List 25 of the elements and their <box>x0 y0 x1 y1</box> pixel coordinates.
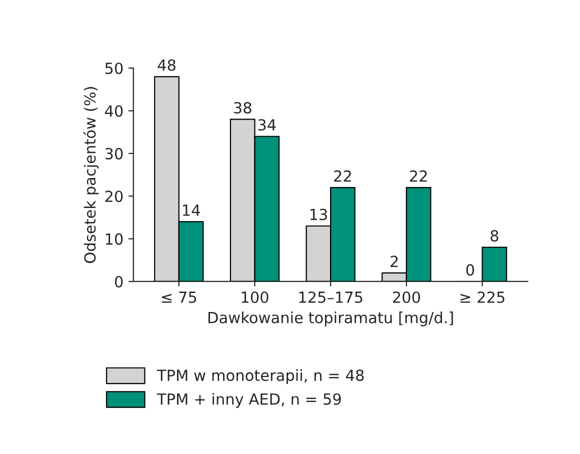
x-tick-label: 100 <box>242 291 268 304</box>
x-tick-label: ≥ 225 <box>460 291 504 304</box>
data-label: 8 <box>490 230 498 242</box>
data-label: 22 <box>410 170 427 182</box>
x-tick-label: 200 <box>392 291 420 304</box>
data-label: 13 <box>310 208 327 220</box>
legend-label: TPM w monoterapii, n = 48 <box>156 369 364 384</box>
data-label: 0 <box>466 264 474 276</box>
x-tick-label: ≤ 75 <box>162 292 196 304</box>
y-tick-label: 50 <box>105 62 123 74</box>
data-label: 38 <box>234 102 252 114</box>
data-label: 34 <box>258 119 276 131</box>
y-tick-label: 0 <box>114 276 123 288</box>
legend-label: TPM + inny AED, n = 59 <box>156 393 341 408</box>
data-label: 22 <box>334 170 351 182</box>
y-axis-title: Odsetek pacjentów (%) <box>83 87 99 263</box>
x-tick-label: 125–175 <box>299 291 362 304</box>
y-tick-label: 40 <box>104 105 123 117</box>
y-tick-label: 30 <box>105 148 123 160</box>
data-label: 2 <box>390 256 398 267</box>
y-tick-label: 10 <box>106 233 123 245</box>
y-tick-label: 20 <box>105 190 123 202</box>
data-label: 48 <box>158 59 176 71</box>
x-axis-title: Dawkowanie topiramatu [mg/d.] <box>208 312 453 326</box>
data-label: 14 <box>183 204 200 216</box>
